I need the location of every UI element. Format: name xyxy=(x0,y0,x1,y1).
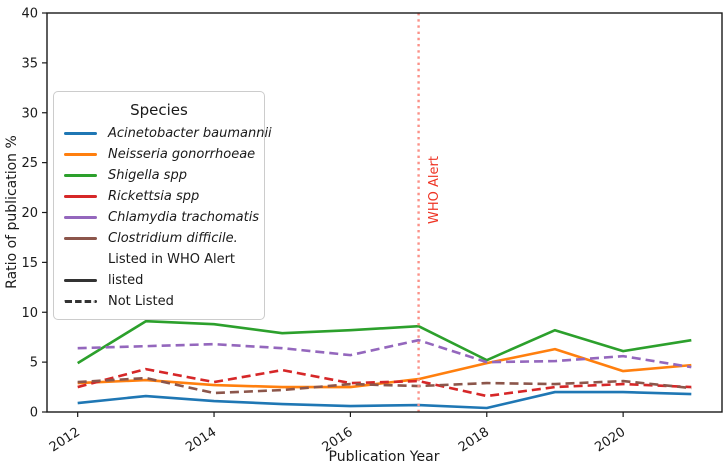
series-line-acinetobacter-baumannii xyxy=(77,390,692,410)
legend: Species Acinetobacter baumannii Neisseria… xyxy=(53,91,272,320)
legend-item-shigella-spp: Shigella spp xyxy=(64,165,254,186)
dashed-line-swatch xyxy=(64,300,97,303)
series-color-swatch xyxy=(64,237,97,240)
series-name: Acinetobacter baumannii xyxy=(108,126,272,141)
series-color-swatch xyxy=(64,153,97,156)
x-tick-label: 2014 xyxy=(183,425,219,456)
y-tick-label: 15 xyxy=(21,256,38,271)
legend-item-clostridium-difficile: Clostridium difficile. xyxy=(64,228,254,249)
legend-listed-row: listed xyxy=(64,270,254,291)
y-tick-label: 25 xyxy=(21,156,38,171)
series-name: Rickettsia spp xyxy=(108,189,200,204)
who-alert-label: WHO Alert xyxy=(427,156,442,224)
series-color-swatch xyxy=(64,132,97,135)
y-tick-label: 20 xyxy=(21,206,38,221)
series-line-clostridium-difficile xyxy=(77,376,692,395)
legend-item-acinetobacter-baumannii: Acinetobacter baumannii xyxy=(64,123,272,144)
x-tick-label: 2012 xyxy=(47,425,83,456)
y-axis-title: Ratio of publication % xyxy=(4,135,20,289)
y-tick-label: 5 xyxy=(30,356,38,371)
legend-item-chlamydia-trachomatis: Chlamydia trachomatis xyxy=(64,207,259,228)
series-name: Shigella spp xyxy=(108,168,187,183)
x-tick-label: 2018 xyxy=(456,425,492,456)
plot-border xyxy=(46,12,723,413)
series-name: Clostridium difficile. xyxy=(108,231,238,246)
legend-empty-swatch xyxy=(64,258,97,261)
legend-not-listed-row: Not Listed xyxy=(64,291,254,312)
series-name: Neisseria gonorrhoeae xyxy=(108,147,256,162)
legend-item-neisseria-gonorrhoeae: Neisseria gonorrhoeae xyxy=(64,144,256,165)
legend-species-list: Acinetobacter baumannii Neisseria gonorrh… xyxy=(64,123,272,249)
y-tick-label: 35 xyxy=(21,56,38,71)
legend-not-listed-label: Not Listed xyxy=(108,294,174,309)
series-color-swatch xyxy=(64,174,97,177)
y-tick-label: 40 xyxy=(21,7,38,22)
series-color-swatch xyxy=(64,216,97,219)
series-line-shigella-spp xyxy=(77,319,692,365)
series-line-chlamydia-trachomatis xyxy=(77,338,692,369)
x-tick-label: 2020 xyxy=(592,425,628,456)
series-line-rickettsia-spp xyxy=(77,367,692,398)
solid-line-swatch xyxy=(64,279,97,282)
y-tick-label: 10 xyxy=(21,306,38,321)
legend-group-title: Listed in WHO Alert xyxy=(108,252,236,267)
x-axis-title: Publication Year xyxy=(329,449,440,465)
y-tick-label: 30 xyxy=(21,106,38,121)
legend-listed-label: listed xyxy=(108,273,144,288)
y-tick-label: 0 xyxy=(30,406,38,421)
series-color-swatch xyxy=(64,195,97,198)
series-name: Chlamydia trachomatis xyxy=(108,210,260,225)
legend-title: Species xyxy=(130,101,188,119)
legend-group-title-row: Listed in WHO Alert xyxy=(64,249,254,270)
legend-item-rickettsia-spp: Rickettsia spp xyxy=(64,186,254,207)
